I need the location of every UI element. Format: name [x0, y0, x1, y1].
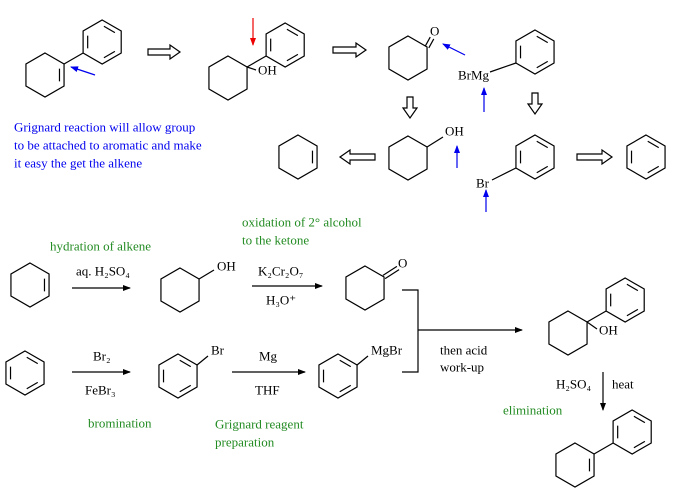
atom-label: OH — [258, 63, 277, 78]
ring — [548, 310, 588, 356]
bond — [536, 165, 549, 174]
reagent: THF — [255, 383, 280, 398]
reagent: work-up — [440, 360, 484, 375]
atom-label: O — [398, 256, 407, 271]
note-text: to be attached to aromatic and make — [14, 138, 202, 153]
reagent: FeBr₃ — [85, 383, 116, 398]
bond — [633, 415, 646, 424]
ring — [265, 22, 305, 68]
retro-arrow — [401, 96, 419, 120]
ring — [515, 29, 555, 75]
ring — [5, 350, 45, 396]
ring — [82, 19, 122, 65]
bond — [647, 140, 660, 149]
ring — [160, 267, 200, 313]
arrow — [70, 66, 96, 76]
atom-label: OH — [599, 323, 618, 338]
bond — [536, 35, 549, 44]
ring — [208, 55, 248, 101]
reagent: H₂SO₄ — [556, 377, 592, 392]
bond — [63, 52, 84, 65]
retro-arrow — [338, 148, 376, 166]
step-note: to the ketone — [242, 233, 309, 248]
bond — [586, 310, 607, 323]
bond — [26, 356, 39, 365]
bond — [428, 38, 435, 49]
bond — [593, 442, 614, 455]
bond — [103, 25, 116, 34]
bond — [647, 165, 660, 174]
bond — [179, 384, 192, 393]
bond — [626, 283, 639, 292]
bond — [196, 355, 209, 366]
step-note: bromination — [88, 416, 152, 431]
bond — [426, 136, 444, 148]
bond — [489, 62, 517, 73]
ring — [278, 134, 318, 180]
retro-arrow — [147, 43, 182, 61]
bond — [424, 36, 431, 47]
bond — [356, 355, 369, 366]
ring — [612, 409, 652, 455]
bond — [103, 50, 116, 59]
ring — [318, 353, 358, 399]
bond — [384, 269, 400, 280]
reagent: K₂Cr₂O₇ — [258, 264, 303, 279]
bond — [339, 359, 352, 368]
reagent: Br₂ — [93, 349, 111, 364]
step-note: preparation — [215, 435, 275, 450]
ring — [25, 52, 65, 98]
note-text: Grignard reaction will allow group — [14, 120, 195, 135]
bond — [491, 167, 517, 181]
reagent: then acid — [440, 343, 488, 358]
ring — [158, 353, 198, 399]
retro-arrow — [332, 41, 368, 59]
bond — [382, 265, 398, 276]
retro-arrow — [526, 92, 544, 116]
bond — [633, 440, 646, 449]
ring — [388, 135, 428, 181]
note-text: it easy the get the alkene — [14, 156, 142, 171]
atom-label: BrMg — [458, 68, 490, 83]
ring — [626, 134, 666, 180]
step-note: oxidation of 2° alcohol — [242, 215, 362, 230]
atom-label: Br — [476, 176, 490, 191]
bracket — [402, 289, 419, 373]
bond — [536, 60, 549, 69]
bond — [339, 384, 352, 393]
atom-label: OH — [217, 259, 236, 274]
atom-label: OH — [445, 124, 464, 139]
ring — [10, 262, 50, 308]
bond — [179, 359, 192, 368]
reagent: Mg — [259, 349, 278, 364]
bond — [286, 28, 299, 37]
ring — [515, 134, 555, 180]
ring — [388, 35, 428, 81]
reagent: heat — [612, 377, 634, 392]
atom-label: Br — [211, 343, 225, 358]
atom-label: MgBr — [371, 343, 403, 358]
step-note: hydration of alkene — [50, 239, 151, 254]
atom-label: O — [430, 24, 439, 39]
reagent: H₃O⁺ — [266, 293, 296, 308]
retro-arrow — [576, 148, 614, 166]
bond — [626, 308, 639, 317]
bond — [586, 321, 598, 330]
step-note: elimination — [503, 403, 563, 418]
arrow — [442, 43, 466, 56]
bond — [26, 381, 39, 390]
ring — [605, 277, 645, 323]
bond — [536, 140, 549, 149]
reagent: aq. H₂SO₄ — [76, 264, 130, 279]
bond — [246, 55, 267, 68]
ring — [555, 442, 595, 488]
ring — [345, 265, 385, 311]
bond — [198, 269, 215, 280]
bond — [286, 53, 299, 62]
step-note: Grignard reagent — [215, 417, 304, 432]
bond — [246, 66, 257, 71]
